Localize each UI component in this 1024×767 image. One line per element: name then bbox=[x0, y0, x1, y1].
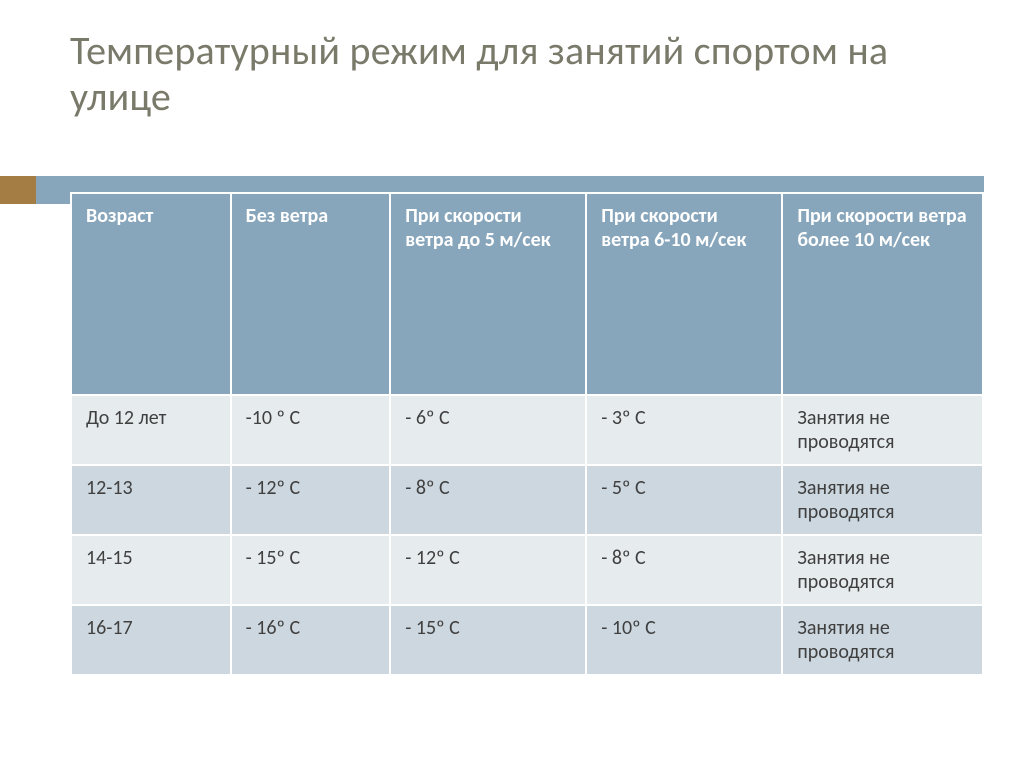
cell: - 8º С bbox=[390, 465, 586, 535]
cell: - 15º С bbox=[390, 605, 586, 675]
cell: - 5º С bbox=[586, 465, 782, 535]
cell: 12-13 bbox=[71, 465, 231, 535]
cell: 16-17 bbox=[71, 605, 231, 675]
table: Возраст Без ветра При скорости ветра до … bbox=[70, 192, 984, 676]
table-header-row: Возраст Без ветра При скорости ветра до … bbox=[71, 193, 983, 395]
table-row: 14-15 - 15º С - 12º С - 8º С Занятия не … bbox=[71, 535, 983, 605]
cell: Занятия не проводятся bbox=[782, 465, 983, 535]
cell: - 8º С bbox=[586, 535, 782, 605]
col-header: Без ветра bbox=[231, 193, 391, 395]
table-row: 16-17 - 16º С - 15º С - 10º С Занятия не… bbox=[71, 605, 983, 675]
cell: Занятия не проводятся bbox=[782, 535, 983, 605]
slide-title: Температурный режим для занятий спортом … bbox=[70, 28, 984, 120]
cell: Занятия не проводятся bbox=[782, 605, 983, 675]
table-row: До 12 лет -10 º С - 6º С - 3º С Занятия … bbox=[71, 395, 983, 465]
cell: - 15º С bbox=[231, 535, 391, 605]
cell: - 6º С bbox=[390, 395, 586, 465]
accent-bar-left bbox=[0, 176, 36, 204]
cell: - 3º С bbox=[586, 395, 782, 465]
cell: До 12 лет bbox=[71, 395, 231, 465]
cell: - 12º С bbox=[231, 465, 391, 535]
cell: - 10º С bbox=[586, 605, 782, 675]
col-header: При скорости ветра до 5 м/сек bbox=[390, 193, 586, 395]
temperature-table: Возраст Без ветра При скорости ветра до … bbox=[70, 192, 984, 676]
cell: - 16º С bbox=[231, 605, 391, 675]
col-header: Возраст bbox=[71, 193, 231, 395]
cell: -10 º С bbox=[231, 395, 391, 465]
table-row: 12-13 - 12º С - 8º С - 5º С Занятия не п… bbox=[71, 465, 983, 535]
col-header: При скорости ветра 6-10 м/сек bbox=[586, 193, 782, 395]
cell: 14-15 bbox=[71, 535, 231, 605]
slide: Температурный режим для занятий спортом … bbox=[0, 0, 1024, 767]
cell: Занятия не проводятся bbox=[782, 395, 983, 465]
cell: - 12º С bbox=[390, 535, 586, 605]
col-header: При скорости ветра более 10 м/сек bbox=[782, 193, 983, 395]
